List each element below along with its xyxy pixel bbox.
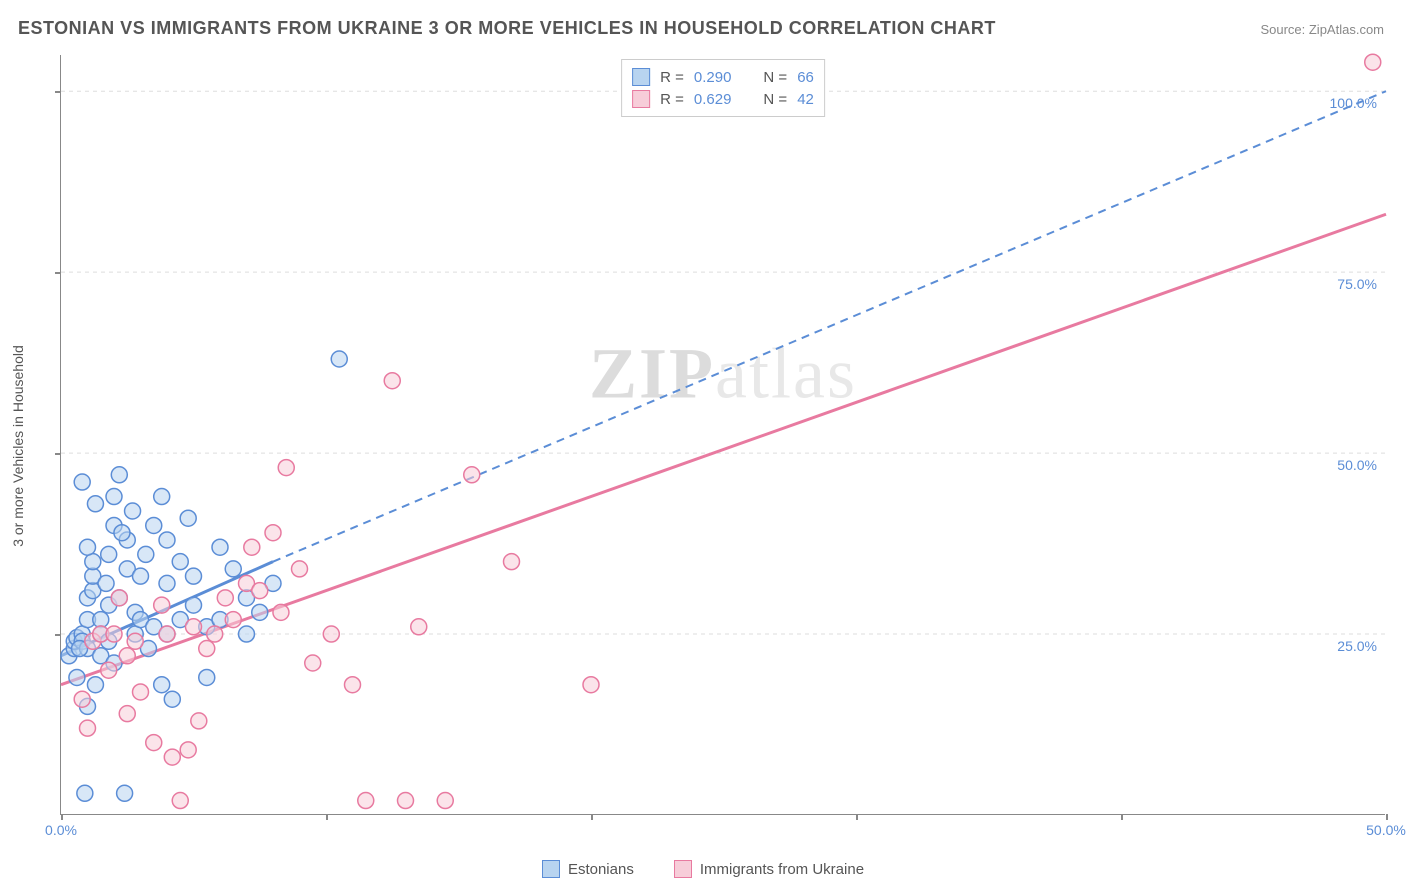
y-tick-mark bbox=[55, 91, 61, 93]
series-swatch bbox=[632, 90, 650, 108]
stats-row: R = 0.629 N = 42 bbox=[632, 88, 814, 110]
legend-item: Immigrants from Ukraine bbox=[674, 860, 864, 878]
y-tick-mark bbox=[55, 453, 61, 455]
x-tick-mark bbox=[856, 814, 858, 820]
stat-n-value: 66 bbox=[797, 69, 814, 86]
source-label: Source: ZipAtlas.com bbox=[1260, 22, 1384, 37]
y-tick-mark bbox=[55, 272, 61, 274]
legend-swatch bbox=[542, 860, 560, 878]
legend-label: Estonians bbox=[568, 861, 634, 878]
legend-label: Immigrants from Ukraine bbox=[700, 861, 864, 878]
stat-r-label: R = bbox=[660, 91, 684, 108]
stat-n-value: 42 bbox=[797, 91, 814, 108]
x-tick-mark bbox=[61, 814, 63, 820]
data-layer bbox=[61, 55, 1385, 814]
bottom-legend: Estonians Immigrants from Ukraine bbox=[0, 860, 1406, 878]
stat-r-value: 0.290 bbox=[694, 69, 732, 86]
stats-row: R = 0.290 N = 66 bbox=[632, 66, 814, 88]
x-tick-label: 0.0% bbox=[45, 822, 77, 838]
y-axis-label: 3 or more Vehicles in Household bbox=[10, 345, 26, 547]
x-tick-mark bbox=[1121, 814, 1123, 820]
x-tick-mark bbox=[326, 814, 328, 820]
x-tick-mark bbox=[591, 814, 593, 820]
stat-n-label: N = bbox=[763, 69, 787, 86]
y-tick-label: 75.0% bbox=[1337, 276, 1377, 292]
x-tick-label: 50.0% bbox=[1366, 822, 1406, 838]
series-swatch bbox=[632, 68, 650, 86]
stat-r-label: R = bbox=[660, 69, 684, 86]
stat-n-label: N = bbox=[763, 91, 787, 108]
legend-swatch bbox=[674, 860, 692, 878]
stats-legend: R = 0.290 N = 66 R = 0.629 N = 42 bbox=[621, 59, 825, 117]
chart-title: ESTONIAN VS IMMIGRANTS FROM UKRAINE 3 OR… bbox=[18, 18, 996, 39]
x-tick-mark bbox=[1386, 814, 1388, 820]
legend-item: Estonians bbox=[542, 860, 634, 878]
stat-r-value: 0.629 bbox=[694, 91, 732, 108]
plot-area: ZIPatlas R = 0.290 N = 66 R = 0.629 N = … bbox=[60, 55, 1385, 815]
y-tick-mark bbox=[55, 634, 61, 636]
y-tick-label: 100.0% bbox=[1330, 95, 1377, 111]
y-tick-label: 50.0% bbox=[1337, 457, 1377, 473]
y-tick-label: 25.0% bbox=[1337, 638, 1377, 654]
